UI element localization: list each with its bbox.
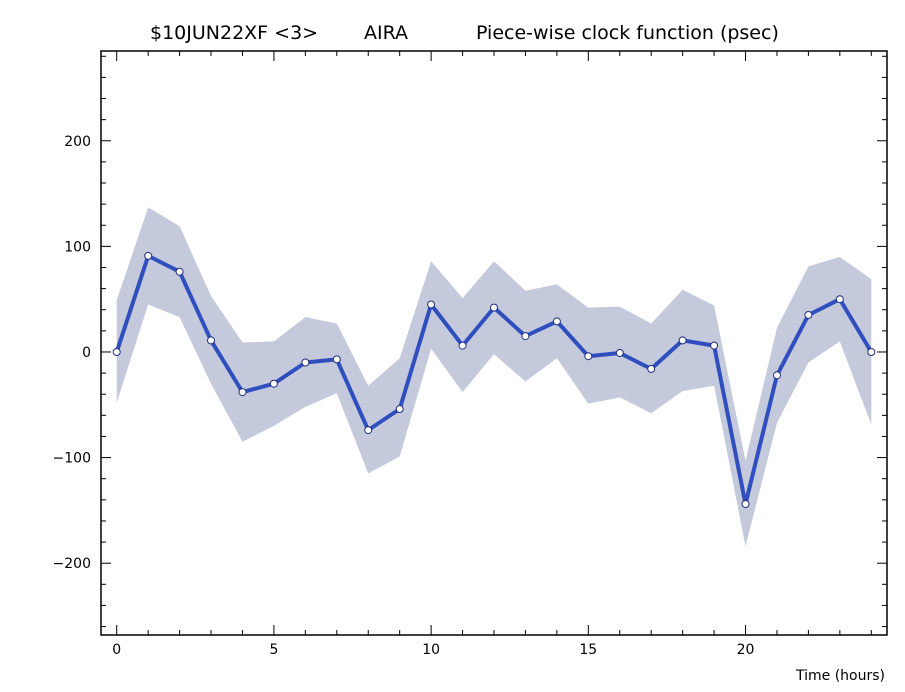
data-point <box>269 379 278 388</box>
uncertainty-band <box>116 207 872 547</box>
data-point <box>521 332 530 341</box>
data-point <box>144 251 153 260</box>
axis-ticks <box>101 51 887 635</box>
chart-title-description: Piece-wise clock function (psec) <box>476 22 779 44</box>
data-point <box>615 349 624 357</box>
data-point <box>741 500 750 508</box>
data-point <box>112 348 121 356</box>
x-axis-title: Time (hours) <box>795 668 885 684</box>
data-point <box>332 355 341 364</box>
chart-title-experiment: $10JUN22XF <3> <box>150 22 318 44</box>
x-tick-label: 5 <box>269 642 278 658</box>
series-marker-layer <box>112 251 876 508</box>
x-tick-label: 15 <box>579 642 597 658</box>
data-point <box>678 336 687 345</box>
data-point <box>458 341 467 350</box>
data-point <box>301 358 310 367</box>
data-point <box>804 311 813 319</box>
data-point <box>238 388 247 397</box>
data-point <box>552 317 561 326</box>
y-tick-label: 200 <box>64 134 91 150</box>
chart-title-station: AIRA <box>364 22 408 44</box>
axis-tick-labels: 0 5 10 15 20 −200 −100 0 100 200 <box>53 134 755 658</box>
data-point <box>364 426 373 435</box>
data-point <box>835 295 844 304</box>
x-tick-label: 0 <box>112 642 121 658</box>
x-tick-label: 20 <box>737 642 755 658</box>
y-tick-label: −100 <box>53 451 91 467</box>
data-point <box>175 267 184 276</box>
data-point <box>710 341 719 350</box>
data-point <box>584 352 593 361</box>
data-point <box>867 348 876 356</box>
data-point <box>427 300 436 309</box>
data-point <box>647 364 656 373</box>
data-point <box>395 405 404 413</box>
y-tick-label: −200 <box>53 556 91 572</box>
data-point <box>207 336 215 345</box>
data-point <box>773 371 781 380</box>
y-tick-label: 100 <box>64 239 91 255</box>
uncertainty-band-layer <box>116 207 872 547</box>
x-tick-label: 10 <box>422 642 440 658</box>
data-point <box>490 303 498 312</box>
y-tick-label: 0 <box>82 345 91 361</box>
